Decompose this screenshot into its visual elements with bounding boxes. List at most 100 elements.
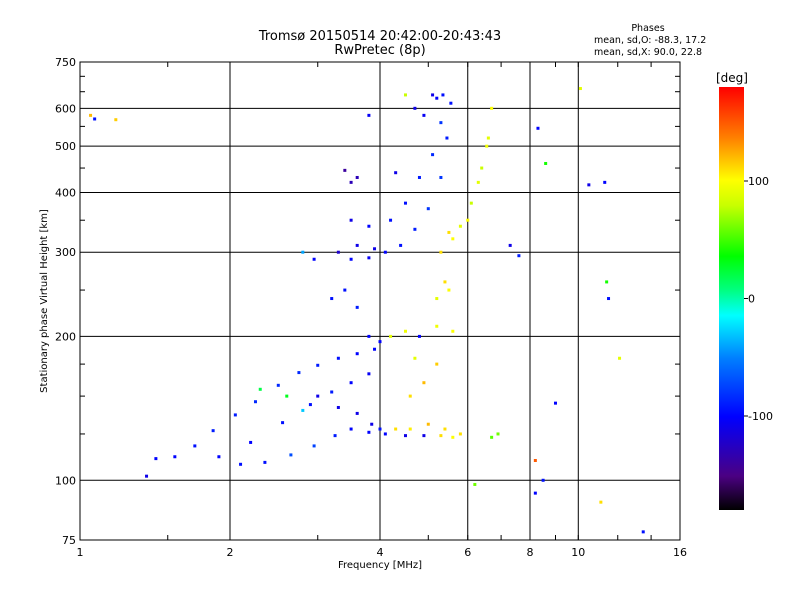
data-point <box>517 254 521 258</box>
data-point <box>312 444 316 448</box>
data-point <box>447 288 451 292</box>
data-point <box>435 96 439 100</box>
data-point <box>336 356 340 360</box>
colorbar-tick-label: 0 <box>748 293 755 306</box>
data-point <box>480 166 484 170</box>
data-point <box>276 383 280 387</box>
data-point <box>469 201 473 205</box>
x-tick-label: 2 <box>227 546 234 559</box>
x-tick-label: 10 <box>571 546 585 559</box>
data-point <box>618 356 622 360</box>
data-point <box>316 363 320 367</box>
data-point <box>370 422 374 426</box>
data-point <box>485 144 489 148</box>
data-point <box>490 106 494 110</box>
stats-line-o: mean, sd,O: -88.3, 17.2 <box>594 35 706 46</box>
colorbar-tick-label: -100 <box>748 410 773 423</box>
colorbar-tick-label: 100 <box>748 175 769 188</box>
x-tick-label: 16 <box>673 546 687 559</box>
colorbar-ticks: 100 0 -100 <box>744 175 773 423</box>
data-point <box>367 113 371 117</box>
data-point <box>355 352 359 356</box>
data-point <box>285 394 289 398</box>
data-point <box>301 408 305 412</box>
data-point <box>233 413 237 417</box>
data-point <box>389 218 393 222</box>
data-point <box>89 113 93 117</box>
data-point <box>508 243 512 247</box>
data-point <box>330 390 334 394</box>
y-tick-label: 600 <box>55 102 76 115</box>
stats-line-x: mean, sd,X: 90.0, 22.8 <box>594 47 702 58</box>
data-point <box>308 403 312 407</box>
data-point <box>336 250 340 254</box>
data-point <box>408 427 412 431</box>
data-point <box>239 462 243 466</box>
data-point <box>426 207 430 211</box>
data-point <box>439 121 443 125</box>
data-point <box>154 457 158 461</box>
data-point <box>367 334 371 338</box>
data-point <box>536 126 540 130</box>
data-point <box>439 175 443 179</box>
data-point <box>297 371 301 375</box>
data-point <box>443 427 447 431</box>
data-point <box>316 394 320 398</box>
data-point <box>349 381 353 385</box>
data-point <box>533 458 537 462</box>
data-point <box>281 421 285 425</box>
data-point <box>458 432 462 436</box>
data-point <box>473 482 477 486</box>
grid-lines <box>80 62 680 540</box>
x-tick-label: 4 <box>377 546 384 559</box>
data-point <box>301 250 305 254</box>
data-point <box>439 250 443 254</box>
y-tick-label: 75 <box>62 534 76 547</box>
data-point <box>426 422 430 426</box>
colorbar <box>719 87 744 510</box>
y-axis-ticks: 75 100 200 300 400 500 600 750 <box>55 56 680 547</box>
data-point <box>367 224 371 228</box>
data-point <box>490 435 494 439</box>
data-point <box>114 118 118 122</box>
data-point <box>603 180 607 184</box>
chart-subtitle: RwPretec (8p) <box>334 43 425 58</box>
x-tick-label: 6 <box>464 546 471 559</box>
data-point <box>193 444 197 448</box>
data-point <box>336 405 340 409</box>
data-point <box>355 243 359 247</box>
data-point <box>451 329 455 333</box>
data-point <box>367 430 371 434</box>
data-point <box>373 347 377 351</box>
data-point <box>422 434 426 438</box>
data-point <box>394 171 398 175</box>
x-axis-label: Frequency [MHz] <box>338 560 422 571</box>
y-tick-label: 750 <box>55 56 76 69</box>
data-point <box>458 224 462 228</box>
data-point <box>413 356 417 360</box>
data-points <box>89 87 645 534</box>
data-point <box>312 257 316 261</box>
data-point <box>641 530 645 534</box>
data-point <box>403 329 407 333</box>
data-point <box>403 93 407 97</box>
data-point <box>217 455 221 459</box>
chart-title: Tromsø 20150514 20:42:00-20:43:43 <box>258 29 501 44</box>
data-point <box>439 434 443 438</box>
data-point <box>447 230 451 234</box>
data-point <box>417 175 421 179</box>
data-point <box>253 400 257 404</box>
data-point <box>211 429 215 433</box>
data-point <box>399 243 403 247</box>
data-point <box>451 237 455 241</box>
data-point <box>93 117 97 121</box>
data-point <box>466 218 470 222</box>
data-point <box>533 491 537 495</box>
data-point <box>367 372 371 376</box>
data-point <box>486 136 490 140</box>
data-point <box>263 460 267 464</box>
y-tick-label: 400 <box>55 186 76 199</box>
data-point <box>443 280 447 284</box>
data-point <box>378 427 382 431</box>
data-point <box>355 411 359 415</box>
